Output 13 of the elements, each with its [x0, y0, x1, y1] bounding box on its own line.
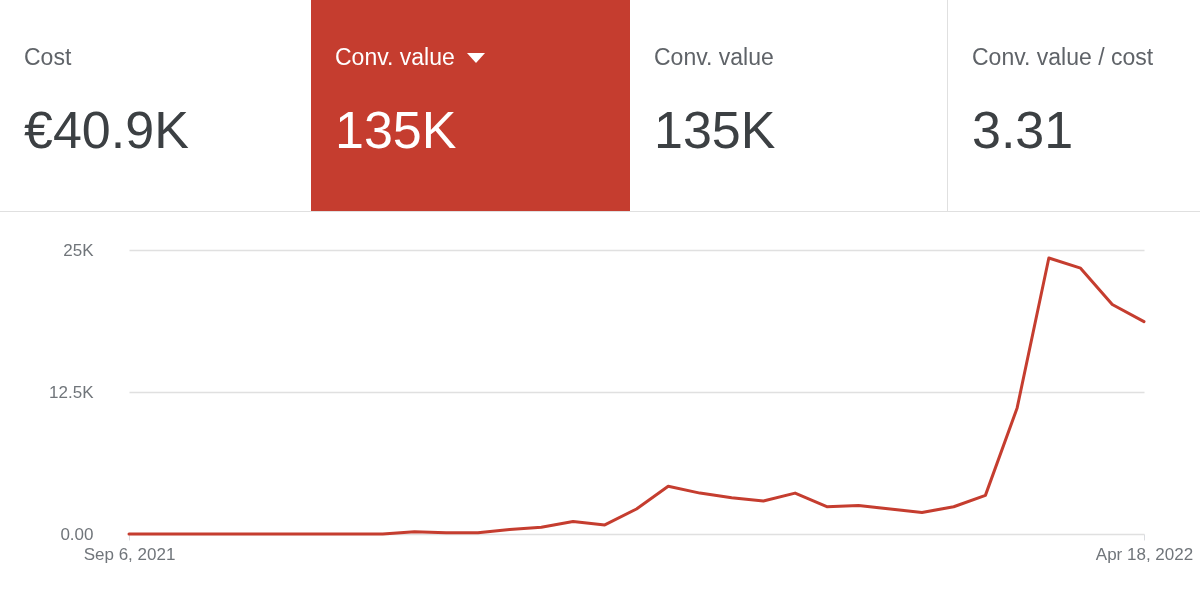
- text: Cost: [24, 44, 72, 71]
- x-tick-label: Apr 18, 2022: [1095, 544, 1194, 564]
- text: Conv. value / cost: [972, 44, 1154, 71]
- y-tick-label: 12.5K: [49, 382, 95, 402]
- y-tick-label: 25K: [63, 240, 95, 260]
- text: Conv. value: [654, 44, 774, 71]
- text: 135K: [654, 100, 776, 160]
- y-tick-label: 0.00: [60, 524, 94, 544]
- x-tick-label: Sep 6, 2021: [83, 544, 176, 564]
- text: 3.31: [972, 100, 1074, 160]
- text: 135K: [335, 100, 457, 160]
- text: Conv. value: [335, 44, 455, 71]
- text: €40.9K: [24, 100, 189, 160]
